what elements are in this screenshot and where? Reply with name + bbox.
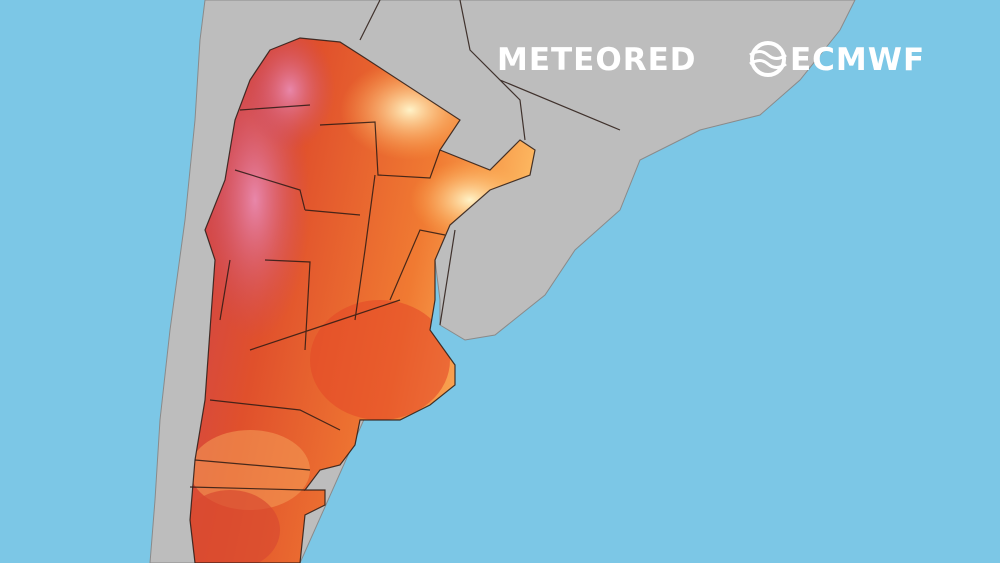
ecmwf-logo: ECMWF [790, 42, 925, 78]
argentina-outline [189, 37, 536, 563]
country-borders [359, 0, 621, 326]
province-borders [189, 104, 446, 491]
ecmwf-icon [749, 41, 787, 77]
meteored-logo: METEORED [497, 42, 696, 78]
